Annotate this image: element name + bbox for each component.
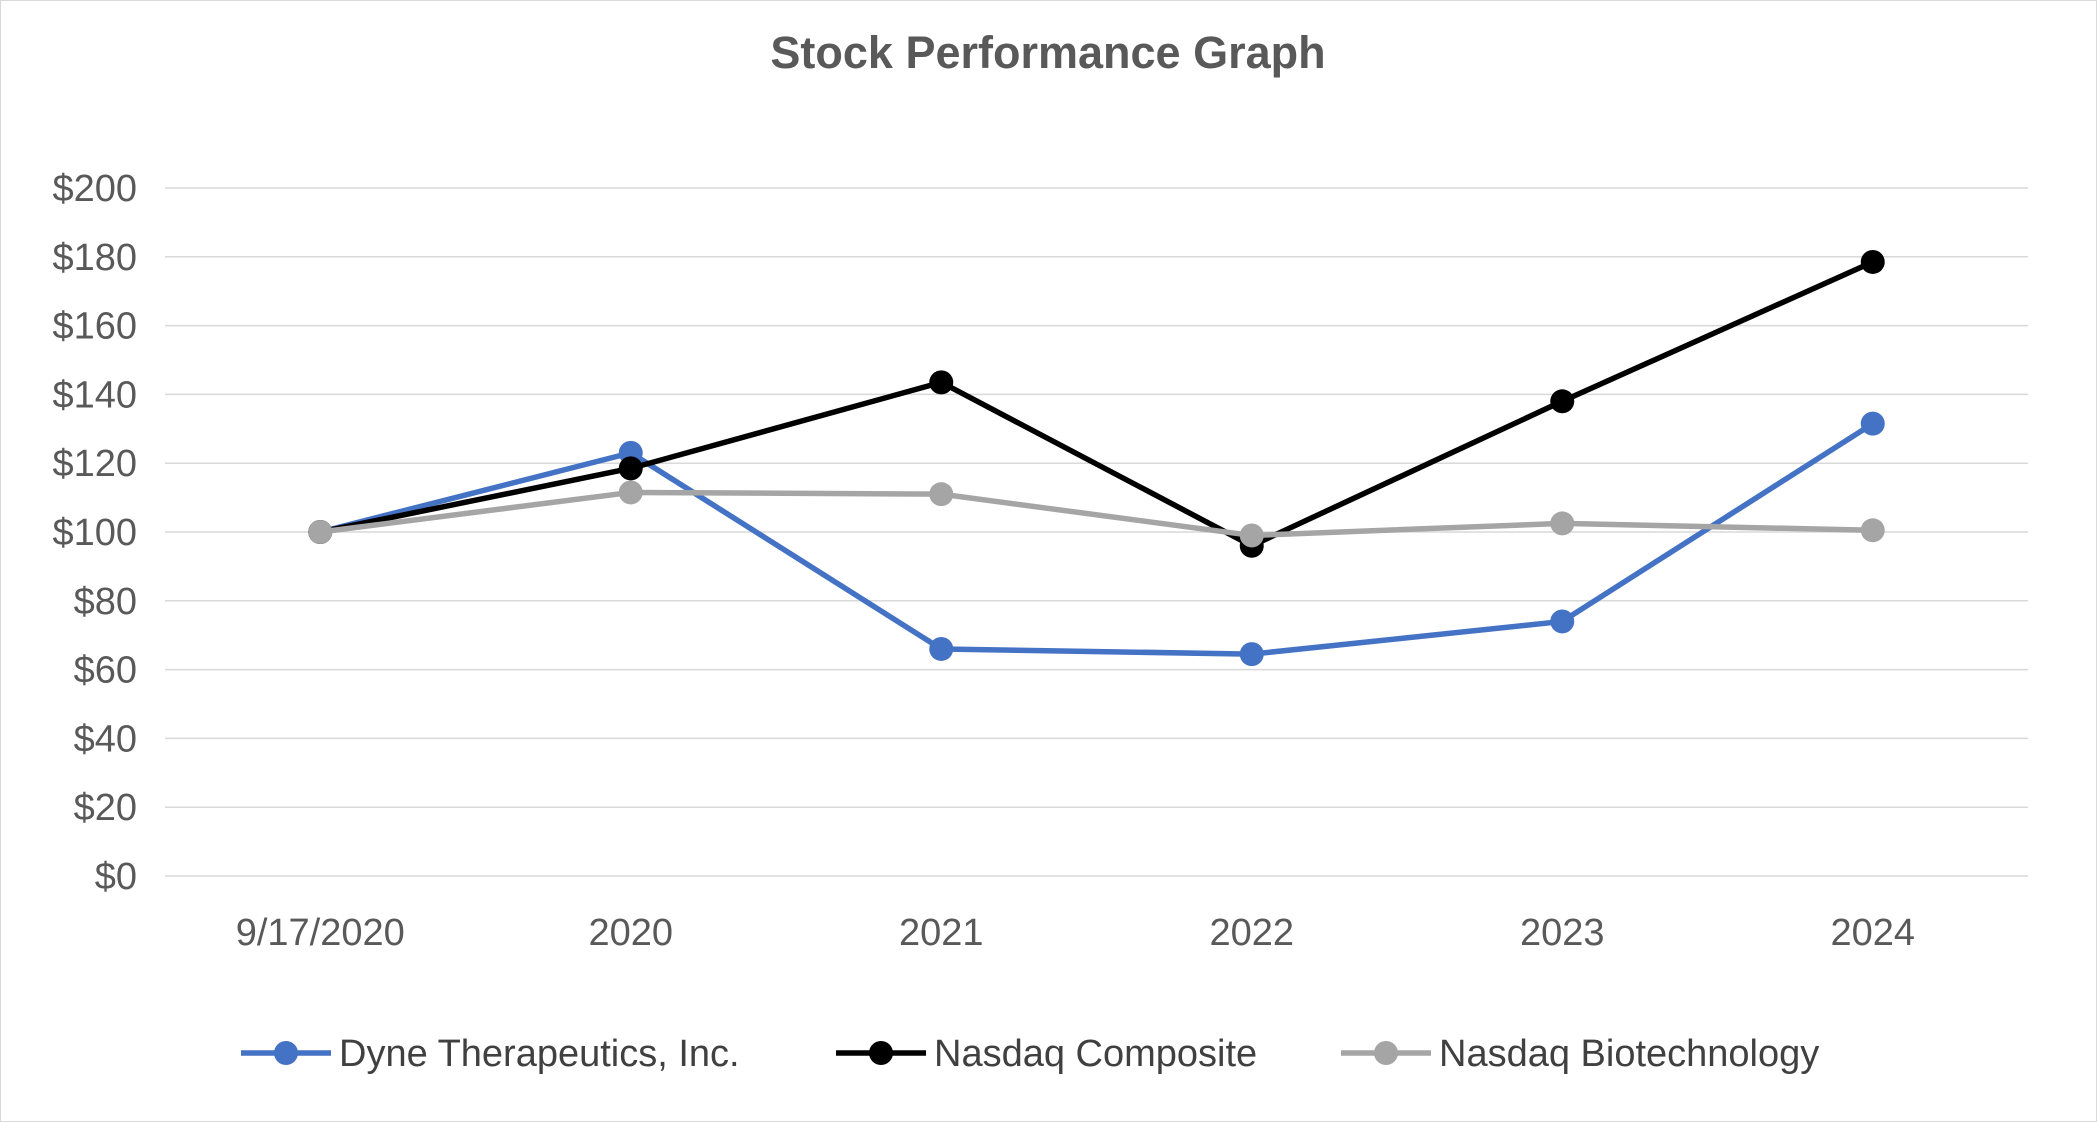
data-point — [929, 636, 954, 661]
chart-title: Stock Performance Graph — [770, 27, 1325, 78]
y-tick-label: $180 — [52, 237, 137, 279]
legend: Dyne Therapeutics, Inc. Nasdaq Composite N… — [241, 1033, 1819, 1075]
legend-marker — [274, 1041, 298, 1065]
y-tick-label: $20 — [74, 787, 137, 829]
y-tick-label: $0 — [95, 856, 137, 898]
x-tick-label: 2020 — [588, 912, 673, 954]
x-tick-label: 2022 — [1209, 912, 1294, 954]
x-tick-label: 2023 — [1520, 912, 1605, 954]
legend-marker — [1374, 1041, 1398, 1065]
series-0 — [308, 411, 1885, 667]
data-point — [1239, 642, 1264, 667]
legend-label: Nasdaq Composite — [934, 1033, 1257, 1075]
x-tick-label: 9/17/2020 — [236, 912, 405, 954]
y-axis-tick-labels: $0 $20 $40 $60 $80 $100 $120 $140 $160 $180 $200 — [52, 168, 137, 898]
data-point — [929, 482, 954, 507]
gridlines — [165, 187, 2028, 877]
series-line — [319, 489, 1873, 539]
y-tick-label: $200 — [52, 168, 137, 210]
series-line — [319, 421, 1875, 657]
y-tick-label: $80 — [74, 581, 137, 623]
y-tick-label: $160 — [52, 306, 137, 348]
legend-item-2: Nasdaq Biotechnology — [1341, 1033, 1819, 1075]
x-tick-label: 2024 — [1830, 912, 1915, 954]
data-point — [1239, 523, 1264, 548]
x-axis-tick-labels: 9/17/2020 2020 2021 2022 2023 2024 — [236, 912, 1915, 954]
y-tick-label: $140 — [52, 374, 137, 416]
y-tick-label: $60 — [74, 650, 137, 692]
y-tick-label: $40 — [74, 718, 137, 760]
legend-item-0: Dyne Therapeutics, Inc. — [241, 1033, 740, 1075]
series-line — [319, 259, 1874, 549]
data-point — [1550, 389, 1575, 414]
legend-marker — [869, 1041, 893, 1065]
series-1 — [308, 249, 1885, 558]
legend-label: Nasdaq Biotechnology — [1439, 1033, 1819, 1075]
y-tick-label: $120 — [52, 443, 137, 485]
data-point — [1860, 518, 1885, 543]
legend-item-1: Nasdaq Composite — [836, 1033, 1257, 1075]
data-point — [308, 520, 333, 544]
data-point — [618, 456, 643, 481]
legend-label: Dyne Therapeutics, Inc. — [339, 1033, 740, 1075]
data-point — [1860, 249, 1885, 274]
data-point — [618, 480, 643, 505]
y-tick-label: $100 — [52, 512, 137, 554]
data-point — [929, 370, 954, 395]
data-point — [1550, 511, 1575, 536]
data-point — [1550, 609, 1575, 634]
x-tick-label: 2021 — [899, 912, 984, 954]
series-lines — [308, 249, 1885, 667]
series-2 — [308, 480, 1885, 548]
data-point — [1860, 411, 1885, 436]
